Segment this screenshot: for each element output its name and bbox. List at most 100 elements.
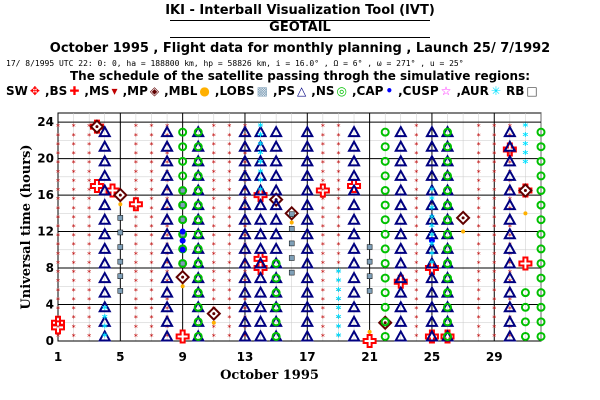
svg-text:*: *	[87, 141, 91, 150]
ms-marker: *	[336, 150, 340, 159]
ms-marker: *	[477, 205, 481, 214]
svg-text:*: *	[149, 141, 153, 150]
ns-marker	[536, 127, 546, 137]
ms-marker: *	[321, 259, 325, 268]
ms-marker: *	[72, 314, 76, 323]
mp-symbol-icon: ◈	[149, 84, 160, 98]
svg-text:*: *	[212, 269, 216, 278]
ms-marker: *	[56, 332, 60, 341]
svg-text:*: *	[258, 148, 264, 161]
cap-marker	[428, 237, 435, 244]
ms-marker: *	[149, 205, 153, 214]
ms-marker: *	[336, 205, 340, 214]
ms-marker: *	[165, 232, 169, 241]
ps-marker	[394, 241, 408, 254]
ps-marker	[394, 168, 408, 181]
ns-marker	[193, 288, 203, 298]
ms-marker: *	[72, 287, 76, 296]
svg-text:*: *	[492, 132, 496, 141]
ms-marker: *	[56, 323, 60, 332]
ps-marker	[253, 198, 268, 211]
ms-marker: *	[134, 296, 138, 305]
ms-marker: *	[87, 150, 91, 159]
svg-text:*: *	[508, 259, 512, 268]
svg-text:*: *	[321, 250, 325, 259]
mp-marker	[206, 306, 222, 322]
legend-label: CUSP	[402, 84, 439, 98]
legend-label: LOBS	[219, 84, 255, 98]
svg-text:*: *	[414, 259, 418, 268]
ns-marker	[443, 229, 453, 239]
svg-text:*: *	[336, 141, 340, 150]
svg-text:*: *	[212, 205, 216, 214]
ns-marker	[271, 302, 281, 312]
ps-marker	[253, 168, 268, 181]
ms-marker: *	[212, 259, 216, 268]
y-tick-label: 16	[37, 188, 54, 202]
ms-marker: *	[56, 269, 60, 278]
svg-text:*: *	[87, 123, 91, 132]
ms-marker: *	[134, 123, 138, 132]
legend-label: PS	[277, 84, 296, 98]
ps-marker	[269, 198, 283, 211]
ms-marker: *	[321, 296, 325, 305]
aur-marker: *	[336, 321, 342, 334]
svg-text:*: *	[429, 239, 435, 252]
ps-marker	[347, 154, 361, 167]
ms-marker: *	[72, 141, 76, 150]
svg-text:*: *	[72, 123, 76, 132]
ms-marker: *	[212, 159, 216, 168]
ms-marker: *	[243, 214, 247, 223]
svg-text:*: *	[227, 269, 231, 278]
ms-marker: *	[336, 278, 340, 287]
ps-marker	[238, 227, 252, 240]
aur-marker: *	[429, 185, 435, 198]
svg-text:*: *	[336, 312, 342, 325]
svg-text:*: *	[134, 323, 138, 332]
svg-text:*: *	[477, 187, 481, 196]
ps-marker	[98, 183, 112, 196]
svg-text:*: *	[134, 196, 138, 205]
svg-text:*: *	[414, 123, 418, 132]
svg-text:*: *	[336, 294, 342, 307]
svg-text:*: *	[165, 250, 169, 259]
ms-marker: *	[414, 332, 418, 341]
svg-text:*: *	[134, 159, 138, 168]
ms-marker: *	[212, 132, 216, 141]
ps-marker	[269, 227, 283, 240]
ms-marker: *	[56, 296, 60, 305]
ms-marker: *	[149, 196, 153, 205]
ps-marker	[394, 183, 408, 196]
ms-symbol-icon: ▾	[111, 84, 118, 98]
ms-marker: *	[56, 187, 60, 196]
svg-text:*: *	[165, 141, 169, 150]
svg-text:*: *	[243, 232, 247, 241]
svg-text:*: *	[492, 241, 496, 250]
y-tick-label: 4	[46, 298, 54, 312]
ms-marker: *	[227, 241, 231, 250]
ps-marker	[300, 241, 314, 254]
ns-marker	[536, 273, 546, 283]
ms-marker: *	[336, 214, 340, 223]
ns-marker	[178, 258, 188, 268]
ms-marker: *	[134, 159, 138, 168]
ns-marker	[380, 331, 390, 341]
svg-text:*: *	[321, 150, 325, 159]
svg-text:*: *	[227, 332, 231, 341]
svg-text:*: *	[321, 196, 325, 205]
ms-marker: *	[227, 232, 231, 241]
svg-text:*: *	[336, 241, 340, 250]
ps-marker	[253, 285, 268, 298]
svg-text:*: *	[72, 269, 76, 278]
svg-text:*: *	[492, 269, 496, 278]
ps-marker	[347, 198, 361, 211]
ms-marker: *	[508, 287, 512, 296]
ps-marker	[425, 241, 439, 254]
svg-text:*: *	[72, 332, 76, 341]
ms-marker: *	[477, 214, 481, 223]
ms-marker: *	[72, 132, 76, 141]
svg-text:*: *	[243, 332, 247, 341]
ms-marker: *	[56, 241, 60, 250]
ms-marker: *	[336, 141, 340, 150]
ps-marker	[160, 212, 174, 225]
